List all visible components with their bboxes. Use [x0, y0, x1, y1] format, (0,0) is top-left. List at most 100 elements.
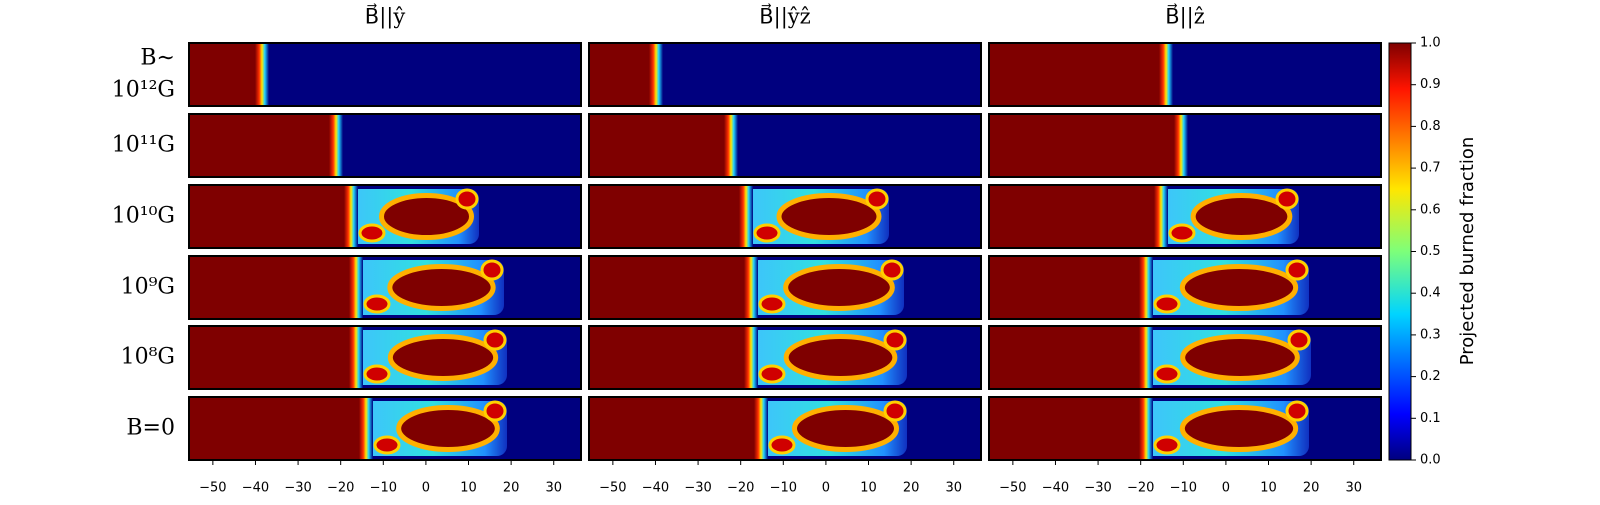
flame-front	[1154, 185, 1168, 248]
burned-region	[989, 114, 1174, 177]
burn-ring	[1180, 334, 1300, 381]
x-tick-label: 20	[1303, 481, 1320, 496]
colorbar-tick-label: 0.8	[1420, 119, 1441, 134]
panel-frame	[188, 325, 582, 390]
colorbar-tick-label: 0.3	[1420, 327, 1441, 342]
flame-front	[754, 397, 768, 460]
burned-region	[989, 397, 1139, 460]
burn-spot	[455, 188, 479, 210]
x-tick-label: 30	[945, 481, 962, 496]
burn-spot	[758, 294, 786, 314]
burned-region	[989, 43, 1159, 106]
x-tick-label: 10	[1260, 481, 1277, 496]
burn-spot	[1153, 294, 1181, 314]
colorbar-tick-label: 1.0	[1420, 36, 1441, 51]
x-tick-label: −20	[1127, 481, 1154, 496]
burned-region	[189, 256, 349, 319]
colorbar-tick-label: 0.1	[1420, 411, 1441, 426]
panel-frame	[988, 396, 1382, 461]
x-tick-label: 30	[1345, 481, 1362, 496]
burn-ring	[792, 405, 899, 452]
burned-region	[189, 185, 344, 248]
burn-ring	[1190, 193, 1293, 240]
burned-region	[589, 326, 744, 389]
colorbar	[1388, 42, 1412, 461]
flame-front	[329, 114, 343, 177]
flame-front	[724, 114, 738, 177]
colorbar-tick-label: 0.2	[1420, 369, 1441, 384]
x-tick-label: −50	[999, 481, 1026, 496]
burn-spot	[1275, 188, 1299, 210]
burn-ring	[776, 193, 882, 240]
column-title: B⃗||ŷ	[365, 4, 406, 30]
flame-front	[344, 185, 358, 248]
x-tick-label: 10	[460, 481, 477, 496]
burned-region	[589, 185, 739, 248]
burn-ring	[783, 334, 898, 381]
x-tick-label: −20	[327, 481, 354, 496]
burn-spot	[1285, 400, 1309, 422]
row-label: 10⁹G	[121, 275, 175, 300]
row-label: 10¹⁰G	[112, 204, 175, 229]
flame-front	[744, 326, 758, 389]
panel-frame	[188, 113, 582, 178]
panel-frame	[988, 255, 1382, 320]
burn-ring	[387, 334, 499, 381]
panel-frame	[588, 255, 982, 320]
burn-spot	[1153, 435, 1181, 455]
burned-region	[989, 326, 1139, 389]
burn-spot	[483, 400, 507, 422]
flame-front	[1139, 326, 1153, 389]
burn-ring	[1179, 264, 1299, 311]
row-label: 10¹²G	[112, 78, 175, 103]
colorbar-tick-label: 0.4	[1420, 286, 1441, 301]
colorbar-label: Projected burned fraction	[1457, 137, 1478, 366]
panel-frame	[588, 184, 982, 249]
x-tick-label: −10	[1170, 481, 1197, 496]
flame-front	[1139, 397, 1153, 460]
burn-spot	[363, 294, 391, 314]
burned-region	[589, 397, 754, 460]
panel-frame	[988, 325, 1382, 390]
x-tick-label: 20	[903, 481, 920, 496]
x-tick-label: −30	[684, 481, 711, 496]
x-tick-label: −50	[599, 481, 626, 496]
flame-front	[349, 256, 363, 319]
flame-front	[739, 185, 753, 248]
burned-region	[589, 256, 744, 319]
x-tick-label: −20	[727, 481, 754, 496]
flame-front	[1139, 256, 1153, 319]
column-title: B⃗||ẑ	[1165, 4, 1205, 30]
x-tick-label: −10	[770, 481, 797, 496]
x-tick-label: −40	[642, 481, 669, 496]
burn-spot	[768, 435, 796, 455]
x-tick-label: −30	[1084, 481, 1111, 496]
burn-spot	[1285, 259, 1309, 281]
panel-frame	[588, 42, 982, 107]
burned-region	[189, 326, 349, 389]
burn-ring	[396, 405, 500, 452]
burned-region	[189, 397, 359, 460]
burn-spot	[883, 400, 907, 422]
burned-region	[189, 43, 255, 106]
panel-frame	[188, 184, 582, 249]
x-tick-label: 10	[860, 481, 877, 496]
row-label: B∼	[140, 46, 175, 71]
colorbar-tick-label: 0.9	[1420, 77, 1441, 92]
panel-frame	[988, 184, 1382, 249]
flame-front	[255, 43, 269, 106]
x-tick-label: −40	[242, 481, 269, 496]
colorbar-tick-label: 0.5	[1420, 244, 1441, 259]
flame-front	[349, 326, 363, 389]
row-label: 10⁸G	[121, 345, 175, 370]
burn-spot	[483, 329, 507, 351]
colorbar-tick-label: 0.6	[1420, 202, 1441, 217]
flame-front	[359, 397, 373, 460]
panel-frame	[988, 42, 1382, 107]
burn-spot	[1153, 364, 1181, 384]
burned-region	[589, 114, 724, 177]
burn-ring	[783, 264, 895, 311]
burn-spot	[1287, 329, 1311, 351]
panel-frame	[588, 113, 982, 178]
